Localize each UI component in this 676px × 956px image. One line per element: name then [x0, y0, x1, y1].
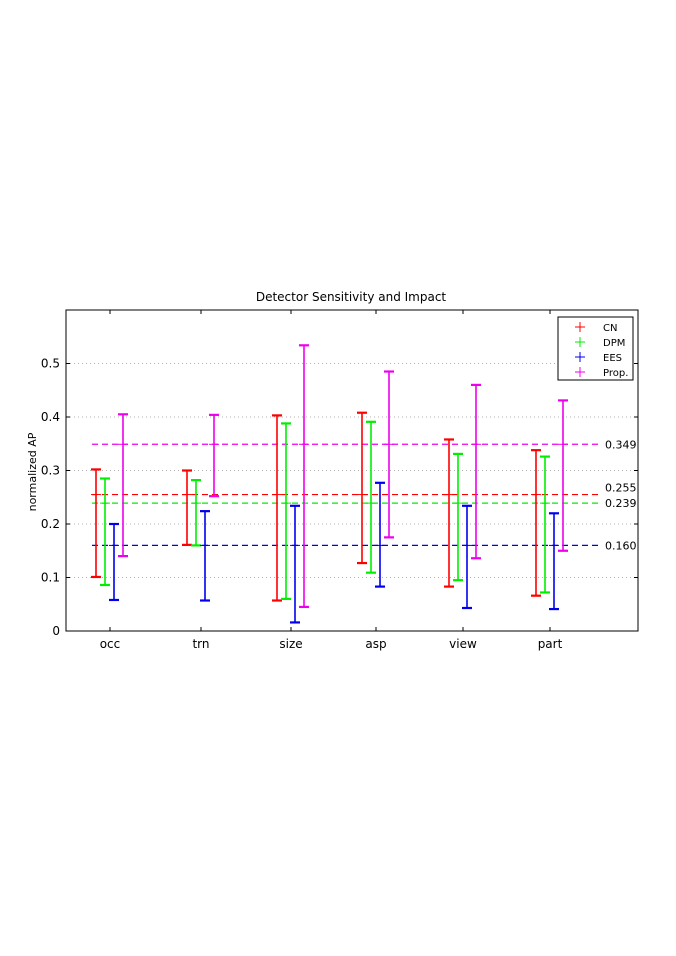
x-tick-label-trn: trn: [192, 637, 209, 651]
errorbar-EES-view: [462, 504, 472, 610]
legend-label: CN: [603, 323, 617, 334]
errorbar-DPM-trn: [191, 479, 201, 547]
errorbar-DPM-size: [281, 422, 291, 601]
mean-label-Prop: 0.349: [605, 438, 637, 451]
errorbar-CN-size: [272, 414, 282, 602]
error-bars: [91, 344, 568, 624]
legend-item-DPM: DPM: [575, 337, 625, 349]
x-tick-label-size: size: [279, 637, 302, 651]
errorbar-EES-trn: [200, 510, 210, 602]
chart-title: Detector Sensitivity and Impact: [256, 290, 447, 304]
legend-label: Prop.: [603, 368, 628, 379]
mean-label-EES: 0.160: [605, 539, 637, 552]
errorbar-Prop-occ: [118, 413, 128, 558]
errorbar-EES-occ: [109, 522, 119, 602]
legend-item-CN: CN: [575, 322, 617, 334]
errorbar-DPM-part: [540, 455, 550, 594]
grid: [66, 363, 638, 578]
errorbar-CN-occ: [91, 468, 101, 579]
y-tick-label: 0.3: [41, 464, 60, 478]
legend-item-EES: EES: [575, 352, 622, 364]
legend: CN DPM EES Prop.: [557, 316, 634, 381]
y-axis-label: normalized AP: [26, 432, 39, 511]
x-tick-label-view: view: [449, 637, 477, 651]
errorbar-CN-part: [531, 449, 541, 597]
y-axis: 0 0.1 0.2 0.3 0.4 0.5: [41, 357, 638, 638]
legend-item-Prop: Prop.: [575, 367, 628, 379]
x-axis: occ trn size asp view part: [100, 310, 563, 651]
errorbar-CN-trn: [182, 469, 192, 546]
errorbar-EES-asp: [375, 481, 385, 588]
errorbar-Prop-trn: [209, 413, 219, 498]
errorbar-Prop-asp: [384, 370, 394, 539]
y-tick-label: 0.4: [41, 410, 60, 424]
legend-label: DPM: [603, 338, 625, 349]
legend-box: [557, 316, 634, 381]
x-tick-label-asp: asp: [365, 637, 386, 651]
mean-label-DPM: 0.239: [605, 497, 637, 510]
errorbar-Prop-part: [558, 399, 568, 552]
errorbar-DPM-view: [453, 452, 463, 582]
y-tick-label: 0.1: [41, 571, 60, 585]
mean-value-labels: 0.255 0.239 0.160 0.349: [605, 438, 637, 552]
y-tick-label: 0.2: [41, 517, 60, 531]
x-tick-label-occ: occ: [100, 637, 121, 651]
errorbar-DPM-occ: [100, 477, 110, 587]
errorbar-EES-part: [549, 512, 559, 611]
errorbar-CN-asp: [357, 411, 367, 565]
errorbar-CN-view: [444, 438, 454, 588]
errorbar-DPM-asp: [366, 420, 376, 574]
errorbar-Prop-view: [471, 383, 481, 560]
legend-label: EES: [603, 353, 622, 364]
errorbar-Prop-size: [299, 344, 309, 609]
mean-label-CN: 0.255: [605, 482, 637, 495]
mean-lines: [92, 443, 598, 547]
x-tick-label-part: part: [538, 637, 563, 651]
errorbar-EES-size: [290, 504, 300, 624]
y-tick-label: 0: [52, 624, 60, 638]
y-tick-label: 0.5: [41, 357, 60, 371]
